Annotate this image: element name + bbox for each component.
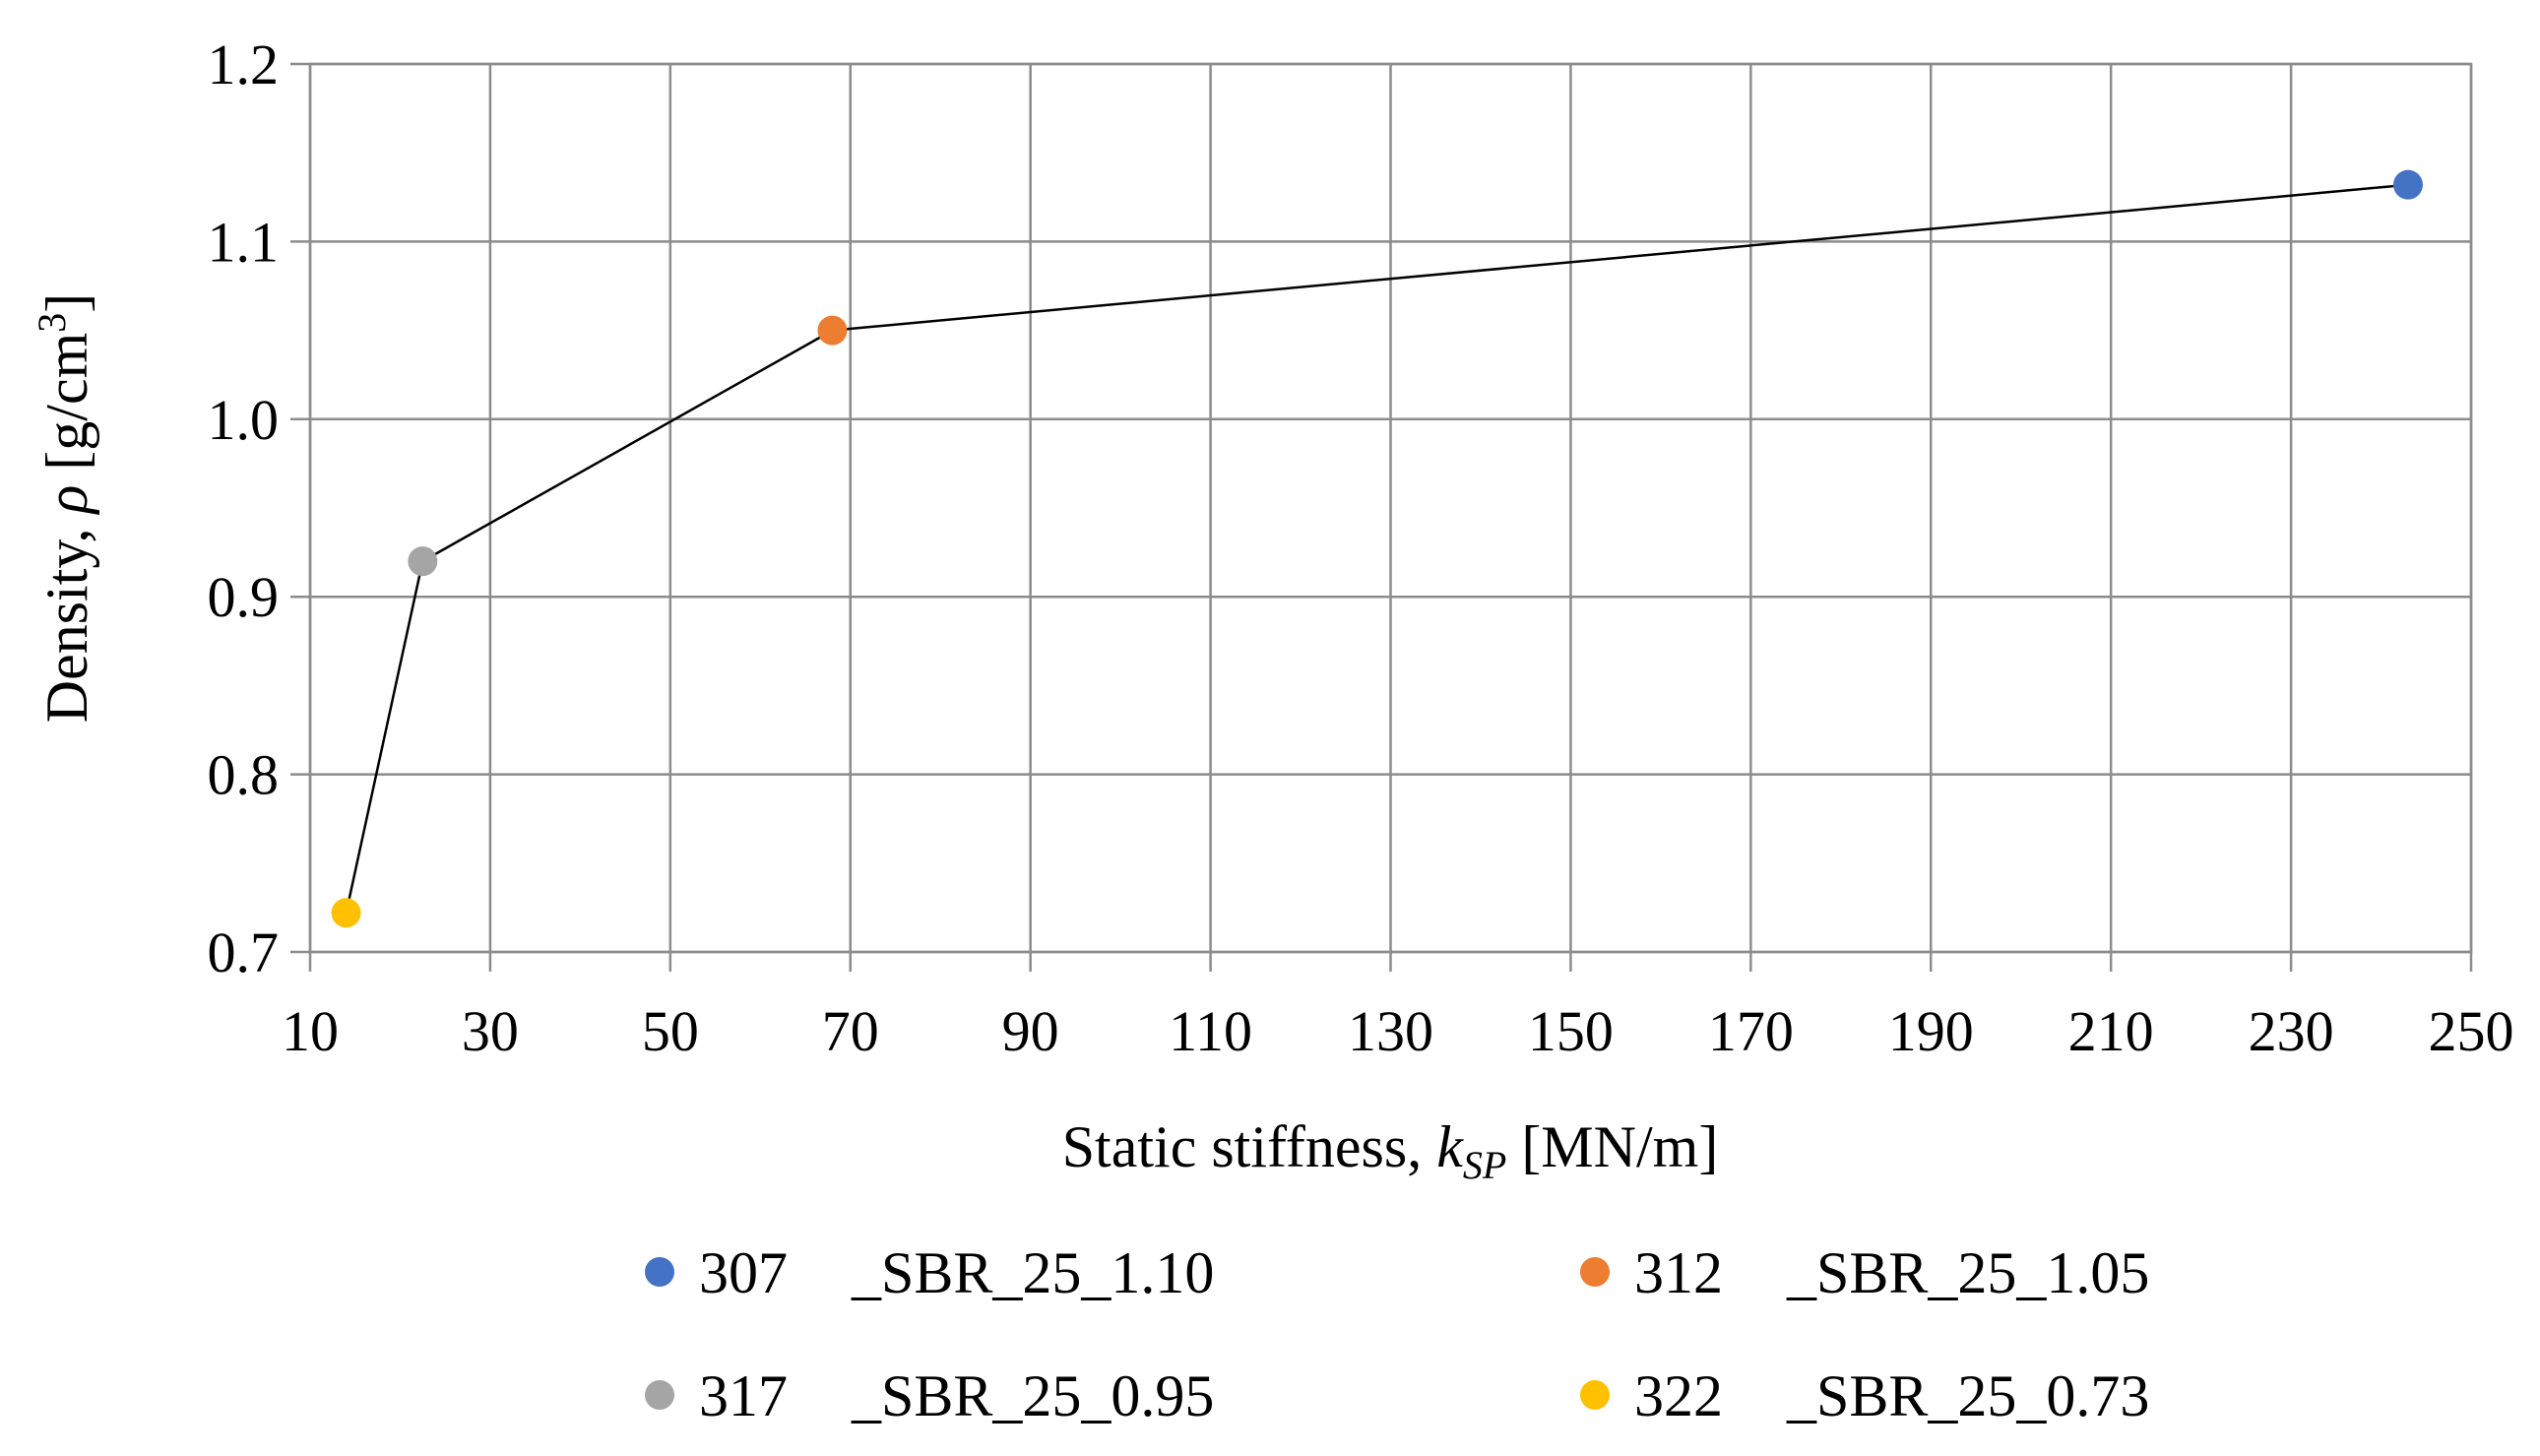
- legend-label-suffix: _SBR_25_1.10: [851, 1240, 1214, 1305]
- x-tick-label: 110: [1169, 999, 1252, 1063]
- data-point-307: [2392, 169, 2423, 200]
- legend-item-322: 322 _SBR_25_0.73: [1580, 1363, 2149, 1428]
- x-tick-label: 210: [2068, 999, 2154, 1063]
- x-tick-label: 90: [1002, 999, 1059, 1063]
- x-tick-label: 50: [642, 999, 699, 1063]
- y-tick-label: 0.9: [208, 565, 280, 629]
- legend-label-suffix: _SBR_25_1.05: [1786, 1240, 2149, 1305]
- x-tick-label: 130: [1348, 999, 1433, 1063]
- x-axis-title: Static stiffness, kSP [MN/m]: [1062, 1114, 1719, 1187]
- y-tick-label: 1.2: [208, 32, 280, 96]
- data-point-312: [817, 315, 848, 346]
- x-tick-label: 150: [1528, 999, 1614, 1063]
- series-line: [345, 183, 2409, 914]
- y-tick-label: 0.8: [208, 743, 280, 807]
- series: [331, 169, 2423, 928]
- legend-marker: [1580, 1257, 1610, 1287]
- legend-item-307: 307 _SBR_25_1.10: [645, 1240, 1214, 1305]
- legend: 307 _SBR_25_1.10 312 _SBR_25_1.05 317 _SBR_25…: [645, 1240, 2149, 1428]
- x-tick-label: 70: [822, 999, 879, 1063]
- data-point-322: [331, 898, 361, 928]
- y-tick-label: 0.7: [208, 920, 280, 984]
- x-tick-label: 10: [282, 999, 339, 1063]
- y-axis-title: Density, ρ [g/cm3]: [30, 293, 99, 724]
- legend-marker: [645, 1257, 674, 1287]
- grid: [308, 62, 2473, 954]
- legend-item-312: 312 _SBR_25_1.05: [1580, 1240, 2149, 1305]
- y-axis-ticks: 0.7 0.8 0.9 1.0 1.1 1.2: [208, 32, 310, 984]
- x-tick-label: 190: [1888, 999, 1974, 1063]
- legend-label-suffix: _SBR_25_0.95: [851, 1363, 1214, 1428]
- x-tick-label: 250: [2429, 999, 2514, 1063]
- legend-label-number: 312: [1634, 1240, 1723, 1305]
- x-tick-label: 230: [2249, 999, 2334, 1063]
- x-tick-label: 170: [1708, 999, 1794, 1063]
- legend-label-number: 307: [699, 1240, 788, 1305]
- legend-item-317: 317 _SBR_25_0.95: [645, 1363, 1214, 1428]
- legend-marker: [1580, 1380, 1610, 1410]
- x-tick-label: 30: [462, 999, 519, 1063]
- legend-label-suffix: _SBR_25_0.73: [1786, 1363, 2149, 1428]
- legend-marker: [645, 1380, 674, 1410]
- legend-label-number: 317: [699, 1363, 788, 1428]
- x-axis-ticks: 10 30 50 70 90 110 130 150 170 190 210 230 250: [282, 952, 2514, 1063]
- y-tick-label: 1.0: [208, 388, 280, 452]
- y-tick-label: 1.1: [208, 210, 280, 274]
- legend-label-number: 322: [1634, 1363, 1723, 1428]
- data-point-317: [408, 546, 438, 577]
